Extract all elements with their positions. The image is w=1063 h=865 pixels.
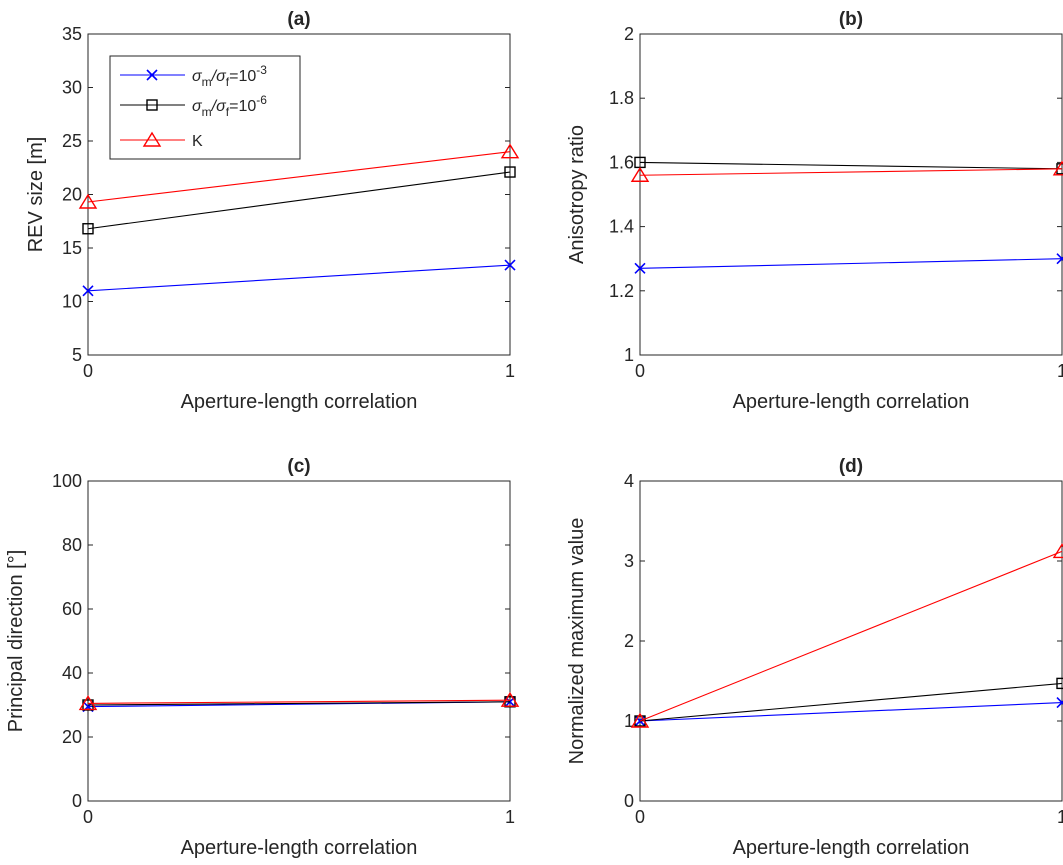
x-axis-label: Aperture-length correlation: [181, 837, 418, 859]
data-point: [500, 691, 520, 707]
data-point: [630, 166, 650, 182]
legend-box: [109, 55, 301, 160]
series-line: [639, 682, 1063, 722]
data-point: [500, 143, 520, 159]
legend: σm/σf=10-3 σm/σf=10-6 K: [109, 55, 301, 160]
chart-title: (b): [839, 9, 863, 30]
series-2: [78, 143, 520, 209]
y-axis-label: Anisotropy ratio: [566, 125, 588, 264]
data-point: [1052, 543, 1063, 559]
panel-c: (c) 0 20 40 60 80 100 0 1 Aperture-length correla…: [5, 456, 520, 859]
series-line: [87, 699, 511, 704]
legend-label: σm/σf=10-6: [192, 93, 267, 119]
legend-marker: [146, 99, 158, 111]
series-line: [87, 151, 511, 203]
y-tick-label: 1.8: [609, 88, 634, 108]
chart-title: (a): [287, 9, 310, 30]
panel-a: (a) 5 10 15 20 25 30 35 0 1 Aperture-length correl…: [25, 9, 520, 413]
legend-item: σm/σf=10-3: [120, 63, 267, 89]
x-tick-label: 0: [635, 361, 645, 381]
series-2: [630, 160, 1063, 182]
y-tick-label: 15: [62, 238, 82, 258]
y-tick-label: 1: [624, 711, 634, 731]
y-tick-label: 60: [62, 599, 82, 619]
data-point: [1056, 697, 1063, 709]
y-tick-label: 10: [62, 292, 82, 312]
y-tick-label: 2: [624, 631, 634, 651]
data-point: [82, 223, 94, 235]
plot-area-border: [87, 480, 511, 802]
y-tick-label: 1: [624, 345, 634, 365]
data-point: [82, 285, 94, 297]
legend-label: K: [192, 133, 203, 150]
x-tick-label: 0: [635, 807, 645, 827]
series-0: [82, 259, 516, 297]
y-tick-label: 40: [62, 663, 82, 683]
legend-item: σm/σf=10-6: [120, 93, 267, 119]
y-tick-label: 3: [624, 551, 634, 571]
series-1: [634, 156, 1063, 175]
y-tick-label: 25: [62, 131, 82, 151]
panel-d: (d) 0 1 2 3 4 0 1 Aperture-length correlation Nor…: [566, 456, 1063, 859]
y-tick-label: 0: [72, 791, 82, 811]
data-point: [1056, 253, 1063, 265]
y-tick-label: 35: [62, 24, 82, 44]
data-point: [504, 259, 516, 271]
series-1: [82, 166, 516, 235]
x-axis-label: Aperture-length correlation: [181, 391, 418, 413]
y-tick-label: 20: [62, 185, 82, 205]
y-axis-label: Principal direction [°]: [5, 550, 27, 733]
series-0: [634, 253, 1063, 274]
x-tick-label: 0: [83, 807, 93, 827]
y-tick-label: 4: [624, 471, 634, 491]
data-point: [634, 262, 646, 274]
legend-item: K: [120, 131, 203, 150]
y-tick-label: 2: [624, 24, 634, 44]
y-tick-label: 1.4: [609, 217, 634, 237]
x-tick-label: 0: [83, 361, 93, 381]
legend-label: σm/σf=10-3: [192, 63, 267, 89]
y-tick-label: 1.6: [609, 152, 634, 172]
y-tick-label: 100: [52, 471, 82, 491]
data-point: [78, 695, 98, 711]
x-tick-label: 1: [505, 361, 515, 381]
series-line: [639, 550, 1063, 722]
x-tick-label: 1: [1057, 807, 1063, 827]
y-axis-label: Normalized maximum value: [566, 518, 588, 765]
data-point: [504, 166, 516, 178]
x-tick-label: 1: [505, 807, 515, 827]
y-tick-label: 0: [624, 791, 634, 811]
y-tick-label: 80: [62, 535, 82, 555]
x-axis-label: Aperture-length correlation: [733, 837, 970, 859]
y-axis-label: REV size [m]: [25, 137, 47, 253]
data-point: [1056, 677, 1063, 690]
chart-title: (c): [287, 456, 310, 477]
series-line: [639, 702, 1063, 722]
legend-marker: [142, 131, 162, 147]
series-line: [87, 171, 511, 230]
y-tick-label: 20: [62, 727, 82, 747]
y-tick-label: 30: [62, 78, 82, 98]
series-2: [630, 543, 1063, 728]
y-tick-label: 1.2: [609, 281, 634, 301]
series-line: [87, 264, 511, 292]
data-point: [78, 193, 98, 209]
series-line: [639, 161, 1063, 170]
data-point: [1052, 160, 1063, 176]
series-line: [87, 701, 511, 706]
x-axis-label: Aperture-length correlation: [733, 391, 970, 413]
legend-marker: [146, 69, 158, 81]
series-line: [639, 168, 1063, 176]
plot-area-border: [639, 480, 1063, 802]
x-tick-label: 1: [1057, 361, 1063, 381]
series-line: [639, 258, 1063, 269]
series-2: [78, 691, 520, 711]
plot-area-border: [639, 33, 1063, 356]
data-point: [630, 712, 650, 728]
y-tick-label: 5: [72, 345, 82, 365]
chart-title: (d): [839, 456, 863, 477]
